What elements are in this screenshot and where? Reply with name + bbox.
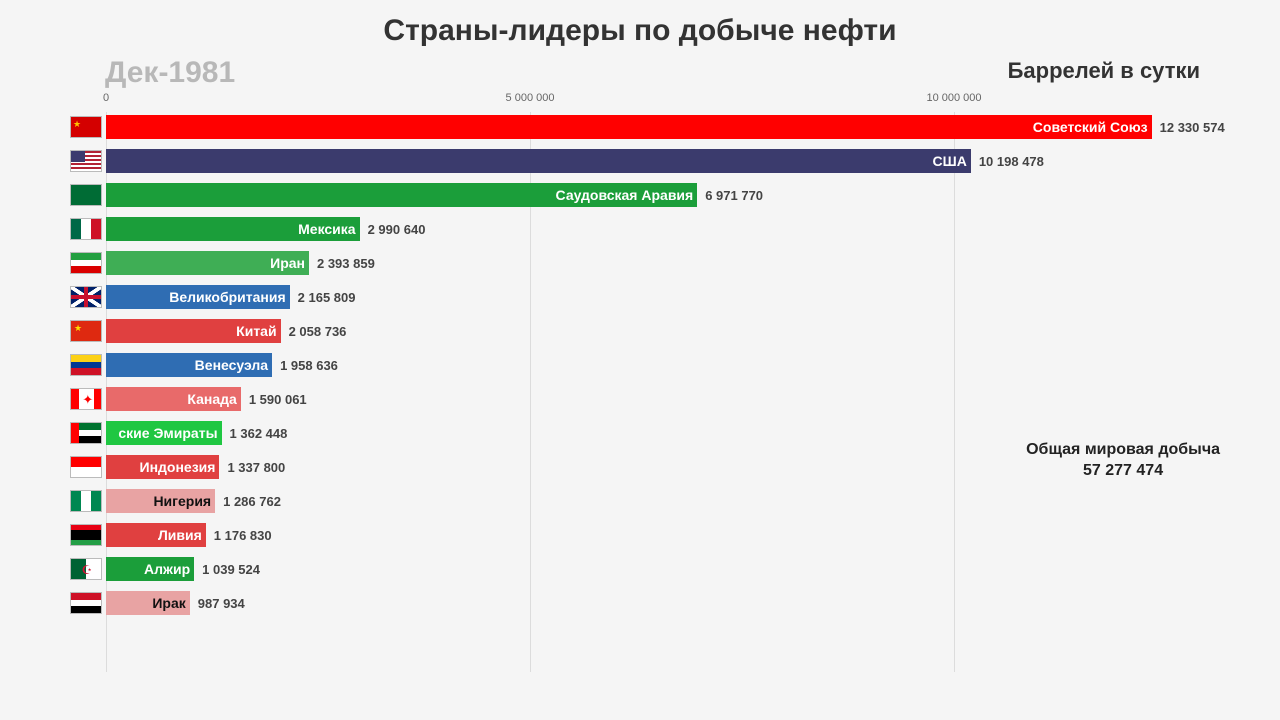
bar-value: 2 165 809 — [294, 285, 356, 309]
flag-icon — [70, 252, 102, 274]
bar-row: Венесуэла1 958 636 — [70, 350, 1170, 380]
flag-icon — [70, 422, 102, 444]
bar-value: 2 058 736 — [285, 319, 347, 343]
flag-icon — [70, 592, 102, 614]
date-label: Дек-1981 — [105, 56, 235, 90]
bar-value: 1 337 800 — [223, 455, 285, 479]
bar-row: Великобритания2 165 809 — [70, 282, 1170, 312]
bar: Советский Союз — [106, 115, 1152, 139]
bar: Венесуэла — [106, 353, 272, 377]
bar: Канада — [106, 387, 241, 411]
flag-icon: ★ — [70, 320, 102, 342]
bar-row: Ливия1 176 830 — [70, 520, 1170, 550]
bar: Индонезия — [106, 455, 219, 479]
bar-row: ★Советский Союз12 330 574 — [70, 112, 1170, 142]
bar-value: 1 176 830 — [210, 523, 272, 547]
flag-icon — [70, 218, 102, 240]
flag-icon: ★ — [70, 116, 102, 138]
flag-icon — [70, 286, 102, 308]
bar: Алжир — [106, 557, 194, 581]
chart-subtitle: Баррелей в сутки — [1008, 58, 1200, 84]
bar-row: ские Эмираты1 362 448 — [70, 418, 1170, 448]
axis-tick: 5 000 000 — [506, 92, 555, 104]
bar-row: Нигерия1 286 762 — [70, 486, 1170, 516]
bar-row: Иран2 393 859 — [70, 248, 1170, 278]
bar: Иран — [106, 251, 309, 275]
bar-row: ✦Канада1 590 061 — [70, 384, 1170, 414]
bar-value: 1 039 524 — [198, 557, 260, 581]
bar-value: 1 590 061 — [245, 387, 307, 411]
chart-title: Страны-лидеры по добыче нефти — [0, 0, 1280, 48]
total-box: Общая мировая добыча 57 277 474 — [1026, 440, 1220, 482]
bar: США — [106, 149, 971, 173]
bar: ские Эмираты — [106, 421, 222, 445]
total-label: Общая мировая добыча — [1026, 440, 1220, 461]
flag-icon: ✦ — [70, 388, 102, 410]
bar: Китай — [106, 319, 281, 343]
bar-value: 6 971 770 — [701, 183, 763, 207]
flag-icon — [70, 354, 102, 376]
bar-row: ★Китай2 058 736 — [70, 316, 1170, 346]
bar: Великобритания — [106, 285, 290, 309]
bar-row: ☪Алжир1 039 524 — [70, 554, 1170, 584]
flag-icon — [70, 490, 102, 512]
bar-value: 1 958 636 — [276, 353, 338, 377]
bar-value: 1 362 448 — [226, 421, 288, 445]
flag-icon — [70, 456, 102, 478]
bar: Саудовская Аравия — [106, 183, 697, 207]
bar-value: 2 393 859 — [313, 251, 375, 275]
bar-value: 10 198 478 — [975, 149, 1044, 173]
flag-icon — [70, 150, 102, 172]
bar-row: США10 198 478 — [70, 146, 1170, 176]
bar-chart: ★Советский Союз12 330 574 США10 198 478 Са… — [70, 112, 1170, 672]
total-value: 57 277 474 — [1026, 461, 1220, 482]
bar-row: Саудовская Аравия6 971 770 — [70, 180, 1170, 210]
axis-tick: 10 000 000 — [926, 92, 981, 104]
bar-row: Ирак987 934 — [70, 588, 1170, 618]
bar: Ирак — [106, 591, 190, 615]
bar-value: 1 286 762 — [219, 489, 281, 513]
bar: Нигерия — [106, 489, 215, 513]
bar-value: 2 990 640 — [364, 217, 426, 241]
flag-icon: ☪ — [70, 558, 102, 580]
flag-icon — [70, 184, 102, 206]
bar: Ливия — [106, 523, 206, 547]
bar-row: Индонезия1 337 800 — [70, 452, 1170, 482]
bar: Мексика — [106, 217, 360, 241]
bar-value: 987 934 — [194, 591, 245, 615]
bar-row: Мексика2 990 640 — [70, 214, 1170, 244]
axis-tick: 0 — [103, 92, 109, 104]
bar-value: 12 330 574 — [1156, 115, 1225, 139]
flag-icon — [70, 524, 102, 546]
